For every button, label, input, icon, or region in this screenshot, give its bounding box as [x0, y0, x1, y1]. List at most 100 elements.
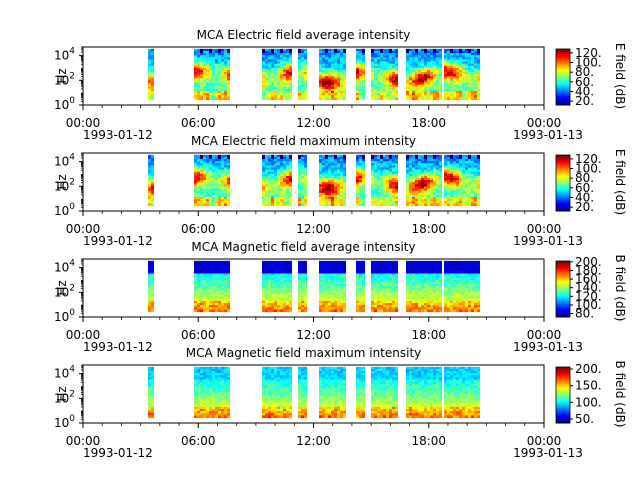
heatmap-cell: [421, 97, 424, 100]
x-tick-label: 06:00: [181, 222, 216, 236]
heatmap-cell: [215, 203, 218, 206]
date-label-end: 1993-01-13: [513, 234, 583, 248]
heatmap-cell: [471, 203, 474, 206]
heatmap-cell: [206, 97, 209, 100]
heatmap-cell: [277, 309, 280, 312]
heatmap-cell: [374, 309, 377, 312]
heatmap-cell: [383, 309, 386, 312]
heatmap-cell: [459, 203, 462, 206]
heatmap-cell: [380, 309, 383, 312]
heatmap-cell: [227, 203, 230, 206]
heatmap-cell: [262, 203, 265, 206]
heatmap-cell: [433, 97, 436, 100]
y-tick-label: 100: [54, 202, 75, 218]
heatmap-cell: [456, 203, 459, 206]
heatmap-cell: [337, 97, 340, 100]
heatmap-cell: [203, 309, 206, 312]
panel-title: MCA Electric field average intensity: [197, 28, 411, 42]
heatmap-cell: [424, 97, 427, 100]
heatmap-cell: [271, 203, 274, 206]
heatmap-cell: [409, 203, 412, 206]
heatmap-cell: [456, 97, 459, 100]
heatmap-cell: [194, 203, 197, 206]
heatmap-cells: [148, 261, 480, 312]
heatmap-cell: [283, 97, 286, 100]
heatmap-cell: [331, 97, 334, 100]
heatmap-cell: [409, 97, 412, 100]
x-tick-label: 18:00: [411, 116, 446, 130]
heatmap-cell: [304, 309, 307, 312]
heatmap-cell: [436, 203, 439, 206]
heatmap-cell: [209, 203, 212, 206]
heatmap-cell: [430, 97, 433, 100]
heatmap-cell: [439, 203, 442, 206]
heatmap-cell: [286, 309, 289, 312]
y-tick-label: 100: [54, 96, 75, 112]
heatmap-cell: [374, 203, 377, 206]
heatmap-cell: [406, 309, 409, 312]
heatmap-cell: [343, 309, 346, 312]
heatmap-cell: [427, 203, 430, 206]
heatmap-cell: [389, 203, 392, 206]
heatmap-cell: [427, 97, 430, 100]
heatmap-cell: [280, 309, 283, 312]
heatmap-cell: [462, 97, 465, 100]
heatmap-cell: [377, 309, 380, 312]
heatmap-cell: [377, 203, 380, 206]
heatmap-cell: [343, 203, 346, 206]
heatmap-cell: [465, 97, 468, 100]
y-axis-label: Hz: [55, 68, 69, 83]
heatmap-cell: [374, 97, 377, 100]
heatmap-cell: [200, 97, 203, 100]
colorbar: 20.40.60.80.100.120.E field (dB): [556, 43, 627, 109]
heatmap-cell: [151, 203, 154, 206]
heatmap-cell: [194, 309, 197, 312]
heatmap-cell: [395, 309, 398, 312]
heatmap-cell: [274, 97, 277, 100]
heatmap-cell: [151, 309, 154, 312]
heatmap-cell: [224, 309, 227, 312]
heatmap-cell: [277, 97, 280, 100]
spectrogram-panel-2: MCA Electric field maximum intensity 100 1…: [54, 134, 627, 248]
colorbar: 20.40.60.80.100.120.E field (dB): [556, 149, 627, 215]
heatmap-cell: [474, 203, 477, 206]
heatmap-cell: [343, 97, 346, 100]
heatmap-cell: [409, 309, 412, 312]
heatmap-cell: [359, 97, 362, 100]
heatmap-cell: [221, 309, 224, 312]
heatmap-cell: [268, 97, 271, 100]
heatmap-cell: [322, 203, 325, 206]
y-tick-label: 104: [54, 153, 75, 169]
heatmap-cell: [203, 203, 206, 206]
heatmap-cell: [268, 309, 271, 312]
heatmap-cell: [194, 97, 197, 100]
heatmap-cell: [325, 97, 328, 100]
heatmap-cell: [200, 203, 203, 206]
heatmap-cell: [215, 97, 218, 100]
heatmap-cell: [412, 309, 415, 312]
heatmap-cell: [286, 97, 289, 100]
heatmap-cell: [362, 203, 365, 206]
panel-title: MCA Electric field maximum intensity: [191, 134, 416, 148]
heatmap-cell: [386, 309, 389, 312]
heatmap-cell: [380, 97, 383, 100]
heatmap-cell: [453, 203, 456, 206]
heatmap-cell: [340, 203, 343, 206]
heatmap-cell: [386, 97, 389, 100]
heatmap-cell: [274, 309, 277, 312]
heatmap-cell: [301, 97, 304, 100]
heatmap-cell: [359, 309, 362, 312]
heatmap-cell: [383, 203, 386, 206]
heatmap-cell: [227, 97, 230, 100]
date-label-start: 1993-01-12: [83, 128, 153, 142]
heatmap-cell: [319, 203, 322, 206]
heatmap-cell: [289, 309, 292, 312]
heatmap-cell: [148, 309, 151, 312]
heatmap-cell: [337, 203, 340, 206]
heatmap-cell: [289, 203, 292, 206]
heatmap-cell: [212, 97, 215, 100]
heatmap-cell: [392, 97, 395, 100]
heatmap-cell: [328, 309, 331, 312]
heatmap-cell: [203, 97, 206, 100]
heatmap-cell: [412, 203, 415, 206]
